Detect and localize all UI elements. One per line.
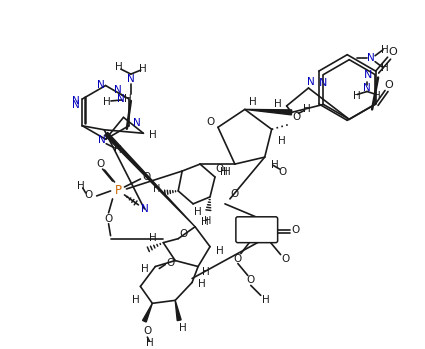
Text: H: H — [194, 207, 202, 217]
Text: H: H — [278, 136, 286, 146]
Text: H: H — [216, 246, 224, 255]
Text: O: O — [246, 275, 255, 285]
Text: O: O — [105, 214, 113, 224]
Text: H: H — [139, 64, 147, 74]
Text: N: N — [367, 53, 375, 63]
Text: H: H — [202, 267, 210, 277]
Text: O: O — [143, 326, 151, 336]
Text: H: H — [271, 160, 278, 170]
Text: O: O — [142, 172, 150, 182]
Polygon shape — [245, 109, 292, 115]
Text: N: N — [306, 77, 314, 87]
Text: H: H — [103, 97, 111, 107]
Text: N: N — [117, 94, 125, 104]
Text: O: O — [96, 159, 105, 169]
Text: O: O — [388, 47, 397, 57]
Text: H: H — [353, 91, 361, 102]
Text: H: H — [114, 145, 122, 155]
Text: O: O — [216, 164, 224, 174]
FancyBboxPatch shape — [236, 217, 278, 243]
Text: O: O — [179, 229, 187, 239]
Text: N: N — [364, 69, 372, 80]
Text: O: O — [234, 254, 242, 263]
Text: N: N — [113, 86, 122, 96]
Polygon shape — [105, 132, 195, 227]
Text: H: H — [274, 99, 281, 109]
Text: N: N — [141, 204, 148, 214]
Text: N: N — [319, 77, 328, 88]
Text: P: P — [115, 184, 122, 198]
Text: H: H — [381, 45, 389, 55]
Text: H: H — [115, 62, 123, 72]
Text: H: H — [373, 91, 381, 102]
Text: H: H — [220, 167, 228, 177]
Polygon shape — [175, 300, 181, 321]
Text: H: H — [201, 217, 209, 227]
Text: O: O — [278, 167, 287, 177]
Text: O: O — [281, 254, 290, 263]
Text: O: O — [166, 258, 174, 268]
Text: Abs: Abs — [245, 225, 263, 235]
Text: O: O — [206, 117, 214, 127]
Text: N: N — [71, 96, 79, 106]
Text: N: N — [98, 135, 106, 145]
Text: O: O — [292, 112, 300, 122]
Text: H: H — [223, 167, 231, 177]
Text: H: H — [150, 130, 157, 140]
Text: H: H — [132, 295, 139, 305]
Text: O: O — [231, 189, 239, 199]
Text: H: H — [198, 280, 206, 289]
Text: H: H — [262, 295, 269, 305]
Text: H: H — [142, 263, 149, 274]
Text: N: N — [363, 82, 371, 92]
Text: O: O — [85, 190, 93, 200]
Text: O: O — [385, 80, 394, 90]
Text: O: O — [292, 225, 300, 235]
Text: N: N — [133, 118, 141, 128]
Polygon shape — [142, 303, 152, 322]
Text: H: H — [249, 97, 257, 107]
Text: H: H — [77, 181, 85, 191]
Text: N: N — [97, 80, 105, 90]
Text: H: H — [179, 323, 187, 333]
Text: N: N — [127, 74, 135, 84]
Text: H: H — [124, 95, 131, 104]
Text: N: N — [73, 100, 80, 110]
Text: H: H — [147, 338, 154, 348]
Text: H: H — [303, 104, 310, 114]
Text: H: H — [204, 216, 212, 226]
Text: H: H — [153, 184, 160, 194]
Text: H: H — [150, 233, 157, 243]
Text: H: H — [381, 62, 389, 73]
